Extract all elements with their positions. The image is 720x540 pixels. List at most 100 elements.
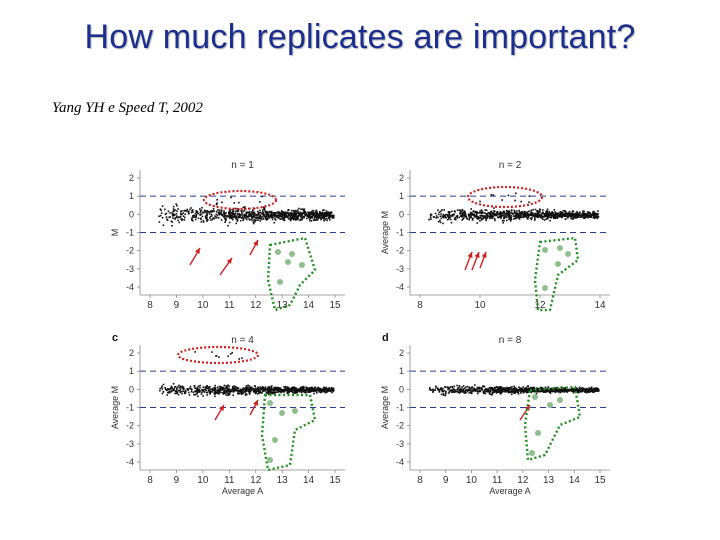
citation: Yang YH e Speed T, 2002 [52, 100, 203, 116]
red-arrowhead [226, 258, 232, 264]
green-point [267, 400, 273, 406]
y-tick-label: 2 [129, 348, 134, 358]
point-cloud [158, 203, 335, 227]
green-point [529, 450, 535, 456]
x-tick-label: 10 [466, 475, 478, 486]
y-tick-label: -1 [396, 403, 404, 413]
green-point [557, 397, 563, 403]
green-point [555, 261, 561, 267]
y-tick-label: 0 [399, 384, 404, 394]
x-tick-label: 8 [147, 475, 153, 486]
red-arrowhead [474, 252, 480, 258]
green-point [542, 285, 548, 291]
y-tick-label: -1 [126, 403, 134, 413]
x-tick-label: 8 [147, 300, 153, 311]
x-tick-label: 8 [417, 300, 423, 311]
x-tick-label: 11 [492, 475, 503, 486]
red-arrowhead [253, 400, 258, 406]
red-arrowhead [467, 252, 473, 258]
replicate-count-label: n = 8 [499, 335, 522, 346]
y-tick-label: -2 [126, 421, 134, 431]
y-tick-label: -2 [396, 246, 404, 256]
x-tick-label: 9 [174, 300, 180, 311]
y-tick-label: -4 [396, 457, 404, 467]
panel-letter: d [382, 332, 389, 344]
x-tick-label: 14 [303, 300, 315, 311]
x-tick-label: 9 [443, 475, 449, 486]
red-arrowhead [219, 405, 224, 411]
red-arrowhead [524, 405, 530, 411]
y-tick-label: -1 [396, 228, 404, 238]
red-arrowhead [195, 248, 200, 254]
y-tick-label: 0 [399, 209, 404, 219]
x-tick-label: 10 [474, 300, 486, 311]
y-tick-label: -3 [126, 264, 134, 274]
y-axis-label: Average M [380, 386, 390, 429]
green-point [289, 251, 295, 257]
green-point [299, 262, 305, 268]
green-point [272, 437, 278, 443]
panel-letter: c [112, 332, 118, 344]
y-tick-label: 2 [399, 348, 404, 358]
replicate-count-label: n = 2 [499, 160, 522, 171]
x-tick-label: 15 [329, 475, 341, 486]
green-point [267, 457, 273, 463]
green-point [292, 408, 298, 414]
y-tick-label: 1 [129, 191, 134, 201]
x-tick-label: 13 [543, 475, 555, 486]
green-highlight-region [533, 236, 580, 312]
x-axis-label: Average A [222, 486, 263, 496]
replicate-count-label: n = 1 [231, 160, 254, 171]
y-tick-label: 2 [399, 173, 404, 183]
y-tick-label: 1 [129, 366, 134, 376]
green-highlight-region [523, 385, 582, 462]
x-tick-label: 14 [569, 475, 581, 486]
x-tick-label: 13 [277, 300, 289, 311]
green-point [277, 279, 283, 285]
y-tick-label: 0 [129, 384, 134, 394]
green-point [542, 247, 548, 253]
green-highlight-region [266, 236, 317, 312]
green-point [279, 410, 285, 416]
red-arrowhead [481, 252, 487, 258]
x-tick-label: 12 [534, 300, 546, 311]
y-tick-label: 1 [399, 191, 404, 201]
y-tick-label: -2 [396, 421, 404, 431]
y-tick-label: 0 [129, 209, 134, 219]
x-tick-label: 15 [594, 475, 606, 486]
y-tick-label: -4 [396, 282, 404, 292]
outlier-ellipse [466, 185, 544, 209]
x-tick-label: 9 [174, 475, 180, 486]
point-cloud [429, 384, 600, 397]
x-tick-label: 11 [224, 300, 235, 311]
green-point [535, 430, 541, 436]
green-point [532, 394, 538, 400]
y-tick-label: -3 [396, 439, 404, 449]
x-tick-label: 14 [303, 475, 315, 486]
y-tick-label: -3 [126, 439, 134, 449]
y-tick-label: -3 [396, 264, 404, 274]
point-cloud [159, 383, 335, 398]
x-tick-label: 8 [417, 475, 423, 486]
y-tick-label: -4 [126, 457, 134, 467]
y-axis-label: Average M [110, 386, 120, 429]
green-point [275, 249, 281, 255]
y-tick-label: 2 [129, 173, 134, 183]
x-tick-label: 12 [250, 300, 262, 311]
x-axis-label: Average A [489, 486, 530, 496]
y-axis-label: M [110, 229, 120, 237]
point-cloud [428, 207, 600, 225]
green-point [547, 402, 553, 408]
y-tick-label: -4 [126, 282, 134, 292]
y-tick-label: 1 [399, 366, 404, 376]
y-axis-label: Average M [380, 211, 390, 254]
y-tick-label: -1 [126, 228, 134, 238]
slide-title: How much replicates are important? [84, 18, 636, 56]
x-tick-label: 10 [197, 300, 209, 311]
y-tick-label: -2 [126, 246, 134, 256]
